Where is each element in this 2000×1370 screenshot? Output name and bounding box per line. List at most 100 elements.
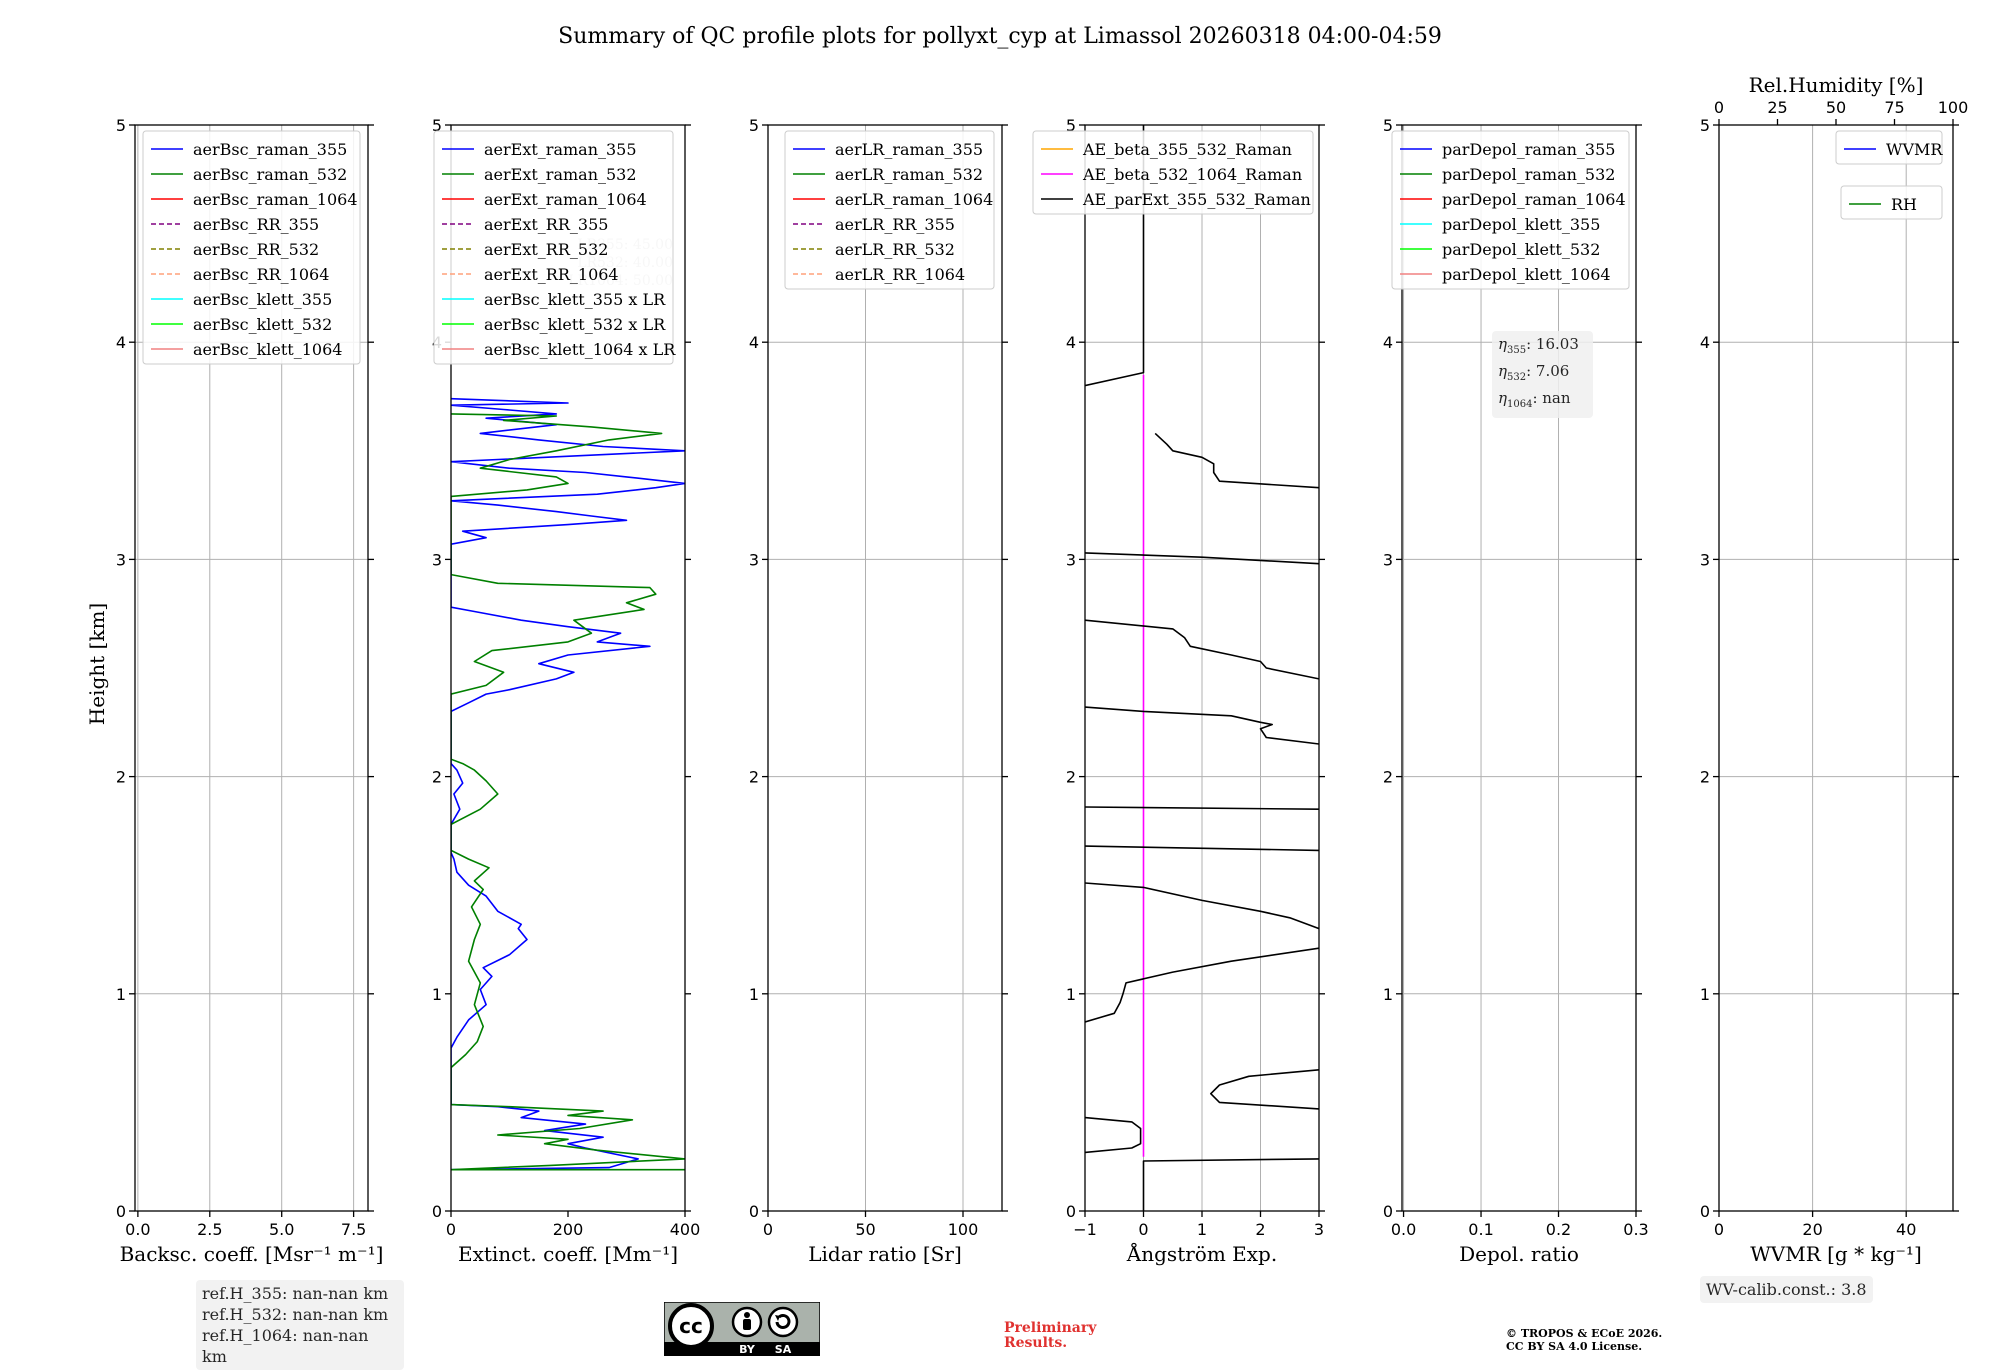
- legend-label-aerext-raman-1064: aerExt_raman_1064: [484, 190, 647, 209]
- ytick-label-lr-4: 4: [749, 333, 759, 352]
- legend-label-pardepol-raman-355: parDepol_raman_355: [1442, 140, 1615, 159]
- xtick-label-depol-0-1: 0.1: [1468, 1220, 1493, 1239]
- ytick-label-depol-4: 4: [1383, 333, 1393, 352]
- ytick-label-depol-1: 1: [1383, 985, 1393, 1004]
- wv-calibration-box: WV-calib.const.: 3.8: [1700, 1276, 1873, 1303]
- ytick-label-depol-5: 5: [1383, 116, 1393, 135]
- ytick-label-lr-2: 2: [749, 768, 759, 787]
- series-line-ae-parext-355-532-raman-5: [1085, 845, 1319, 852]
- legend-label-aerlr-rr-532: aerLR_RR_532: [835, 240, 955, 259]
- legend-label-aerbsc-raman-532: aerBsc_raman_532: [193, 165, 347, 184]
- figure-title: Summary of QC profile plots for pollyxt_…: [558, 24, 1442, 49]
- cc-logo-text: cc: [679, 1314, 703, 1338]
- legend-box-wv-2: [1840, 185, 1943, 220]
- cc-by-sa-license-badge: cc BY SA: [664, 1302, 820, 1356]
- legend-box-ext: [433, 130, 674, 365]
- ytick-label-depol-2: 2: [1383, 768, 1393, 787]
- legend-box-depol: [1391, 130, 1630, 290]
- xtick-label-ae-2: 2: [1255, 1220, 1265, 1239]
- ytick-label-wv-1: 1: [1700, 985, 1710, 1004]
- ref-height-1064: ref.H_1064: nan-nan km: [202, 1326, 369, 1366]
- xtick-label-bsc-5: 5.0: [269, 1220, 294, 1239]
- legend-label-aerext-raman-532: aerExt_raman_532: [484, 165, 637, 184]
- legend-box-bsc: [142, 130, 361, 365]
- ref-height-355: ref.H_355: nan-nan km: [202, 1284, 389, 1303]
- xtick-label-bsc-7-5: 7.5: [341, 1220, 366, 1239]
- xlabel-bsc: Backsc. coeff. [Msr⁻¹ m⁻¹]: [120, 1242, 384, 1266]
- legend-label-rh: RH: [1891, 195, 1917, 214]
- preliminary-line-2: Results.: [1004, 1335, 1068, 1351]
- legend-label-aerlr-raman-355: aerLR_raman_355: [835, 140, 983, 159]
- series-ae: [1085, 125, 1319, 1211]
- legend-box-lr: [784, 130, 995, 290]
- legend-label-ae-beta-355-532-raman: AE_beta_355_532_Raman: [1082, 140, 1292, 159]
- xlabel-lr: Lidar ratio [Sr]: [808, 1242, 962, 1266]
- series-line-ae-parext-355-532-raman-2: [1210, 1069, 1319, 1110]
- series-line-ae-parext-355-532-raman-8: [1085, 619, 1319, 680]
- axes-frame-lr: [767, 124, 1003, 1212]
- legend-label-pardepol-klett-1064: parDepol_klett_1064: [1442, 265, 1611, 284]
- ytick-label-wv-4: 4: [1700, 333, 1710, 352]
- cc-logo-icon: [668, 1303, 714, 1349]
- series-ext: [451, 397, 685, 1171]
- top-xtick-label-50: 50: [1826, 98, 1846, 117]
- series-line-ae-parext-355-532-raman-7: [1085, 706, 1319, 745]
- top-xtick-label-100: 100: [1938, 98, 1969, 117]
- legend-label-aerbsc-rr-532: aerBsc_RR_532: [193, 240, 319, 259]
- eta-355: η355: 16.03: [1498, 335, 1579, 356]
- legend-label-aerbsc-raman-355: aerBsc_raman_355: [193, 140, 347, 159]
- legend-label-pardepol-klett-355: parDepol_klett_355: [1442, 215, 1600, 234]
- axes-frame-wv: [1718, 124, 1954, 1212]
- top-xtick-label-25: 25: [1767, 98, 1787, 117]
- series-line-ae-parext-355-532-raman-3: [1085, 947, 1319, 1023]
- ytick-label-ae-5: 5: [1066, 116, 1076, 135]
- ytick-label-depol-3: 3: [1383, 550, 1393, 569]
- series-line-ae-parext-355-532-raman-4: [1085, 882, 1319, 930]
- ytick-label-wv-0: 0: [1700, 1202, 1710, 1221]
- sa-label: SA: [775, 1343, 792, 1356]
- series-line-aerext-raman-355: [451, 397, 685, 1171]
- legend-label-ae-parext-355-532-raman: AE_parExt_355_532_Raman: [1082, 190, 1311, 209]
- legend-label-aerext-rr-532: aerExt_RR_532: [484, 240, 608, 259]
- ytick-label-bsc-0: 0: [116, 1202, 126, 1221]
- ytick-label-ae-3: 3: [1066, 550, 1076, 569]
- legend-label-ae-beta-532-1064-raman: AE_beta_532_1064_Raman: [1082, 165, 1302, 184]
- xlabel-depol: Depol. ratio: [1459, 1242, 1579, 1266]
- panel-depol: 0 1 2 3 4 5 0.0 0.1 0.2 0.3 Depol. ratio parDepol_r…: [1383, 116, 1649, 1266]
- panel-bsc: 0 1 2 3 4 5 0.0 2.5 5.0 7.5 Backsc. coeff. [Msr⁻¹ …: [116, 116, 384, 1266]
- xtick-label-bsc-2-5: 2.5: [197, 1220, 222, 1239]
- legend-label-aerbsc-rr-1064: aerBsc_RR_1064: [193, 265, 329, 284]
- height-axis-label: Height [km]: [85, 603, 109, 725]
- legend-label-aerbsc-klett-355-x-lr: aerBsc_klett_355 x LR: [484, 290, 666, 309]
- legend-label-pardepol-klett-532: parDepol_klett_532: [1442, 240, 1600, 259]
- legend-label-pardepol-raman-1064: parDepol_raman_1064: [1442, 190, 1626, 209]
- xtick-label-ae-3: 3: [1314, 1220, 1324, 1239]
- xtick-label-ext-200: 200: [553, 1220, 584, 1239]
- ytick-label-bsc-5: 5: [116, 116, 126, 135]
- ref-height-532: ref.H_532: nan-nan km: [202, 1305, 389, 1324]
- panel-ext: 0123450200400Extinct. coeff. [Mm⁻¹]LR355…: [432, 116, 700, 1266]
- ytick-label-bsc-4: 4: [116, 333, 126, 352]
- ytick-label-bsc-3: 3: [116, 550, 126, 569]
- series-line-aerext-raman-532: [451, 413, 685, 1171]
- legend-label-aerlr-rr-1064: aerLR_RR_1064: [835, 265, 965, 284]
- legend-label-aerlr-raman-1064: aerLR_raman_1064: [835, 190, 993, 209]
- ytick-label-ae-4: 4: [1066, 333, 1076, 352]
- series-line-ae-parext-355-532-raman-9: [1085, 552, 1319, 565]
- xtick-label-ae-1: 1: [1197, 1220, 1207, 1239]
- xtick-label-lr-100: 100: [948, 1220, 979, 1239]
- xtick-label-lr-0: 0: [763, 1220, 773, 1239]
- legend-label-aerext-rr-1064: aerExt_RR_1064: [484, 265, 619, 284]
- ytick-label-ext-5: 5: [432, 116, 442, 135]
- legend-label-aerbsc-klett-532-x-lr: aerBsc_klett_532 x LR: [484, 315, 666, 334]
- preliminary-line-1: Preliminary: [1004, 1320, 1097, 1336]
- xtick-label-bsc-0: 0.0: [125, 1220, 150, 1239]
- ytick-label-ext-0: 0: [432, 1202, 442, 1221]
- ytick-label-wv-5: 5: [1700, 116, 1710, 135]
- legend-label-aerbsc-klett-1064-x-lr: aerBsc_klett_1064 x LR: [484, 340, 676, 359]
- xtick-label-depol-0-3: 0.3: [1623, 1220, 1648, 1239]
- depol-eta-box: η355: 16.03 η532: 7.06 η1064: nan: [1492, 331, 1593, 418]
- axes-frame-bsc: [134, 124, 369, 1212]
